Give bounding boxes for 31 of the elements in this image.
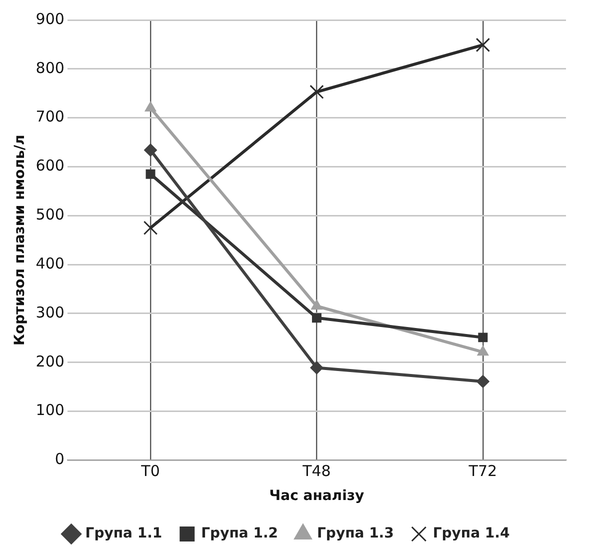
point <box>477 346 489 356</box>
point <box>310 84 324 100</box>
y-tick-label: 800 <box>36 58 64 77</box>
legend-label: Група 1.2 <box>201 526 278 542</box>
point <box>476 374 490 388</box>
point <box>144 144 158 157</box>
x-tick-label: T48 <box>302 462 331 480</box>
x-tick-label: T72 <box>468 462 498 480</box>
point <box>146 169 156 179</box>
point <box>476 38 490 52</box>
y-tick-label: 600 <box>36 156 64 175</box>
y-tick-label: 900 <box>36 10 64 28</box>
x-axis-title: Час аналізу <box>269 488 364 504</box>
point <box>478 332 488 342</box>
y-tick-label: 500 <box>36 206 64 224</box>
y-tick-label: 400 <box>36 254 64 272</box>
y-tick-label: 0 <box>54 450 64 468</box>
point <box>310 361 324 374</box>
point <box>144 102 156 112</box>
legend-label: Група 1.3 <box>317 526 394 542</box>
x-tick-label: T0 <box>140 462 160 480</box>
legend-label: Група 1.1 <box>85 526 162 542</box>
point <box>311 300 322 310</box>
point <box>143 220 158 235</box>
y-tick-label: 200 <box>36 352 64 370</box>
y-tick-label: 300 <box>36 303 64 322</box>
legend-label: Група 1.4 <box>432 526 510 542</box>
point <box>312 313 322 323</box>
y-tick-label: 100 <box>36 401 64 420</box>
y-tick-label: 700 <box>36 108 64 126</box>
y-axis-title: Кортизол плазми нмоль/л <box>12 134 28 346</box>
